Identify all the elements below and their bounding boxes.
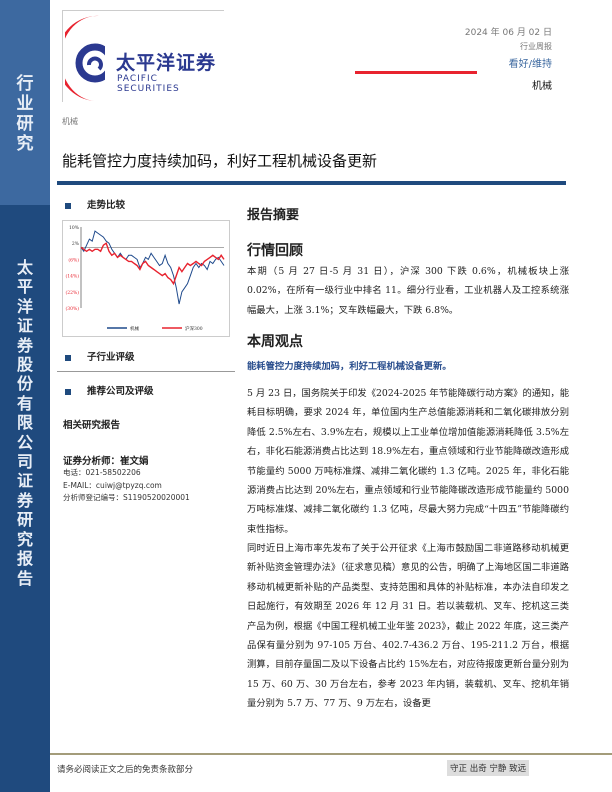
rating-underline <box>355 71 477 74</box>
sub-rating-heading: 子行业评级 <box>65 349 135 363</box>
industry: 机械 <box>532 81 552 92</box>
review-heading: 行情回顾 <box>247 243 303 259</box>
series-line-1 <box>80 242 225 286</box>
y-tick-label: (6%) <box>68 256 79 263</box>
series-line-0 <box>80 230 225 305</box>
analyst-name: 证券分析师：崔文娟 <box>63 456 149 467</box>
logo-text-en: PACIFIC SECURITIES <box>117 74 180 94</box>
analyst-license: 分析师登记编号：S1190520020001 <box>63 493 190 502</box>
sidebar-top-label: 行业研究 <box>16 74 34 154</box>
view-subtitle: 能耗管控力度持续加码，利好工程机械设备更新。 <box>247 361 452 372</box>
analyst-phone: 电话：021-58502206 <box>63 468 141 477</box>
report-type: 行业周报 <box>520 42 552 51</box>
footer-divider <box>50 753 612 755</box>
title-divider <box>57 181 566 185</box>
related-reports-heading[interactable]: 相关研究报告 <box>63 420 121 431</box>
sidebar-bottom <box>0 205 50 792</box>
sidebar-top <box>0 0 50 205</box>
left-divider <box>57 371 235 372</box>
category-label: 机械 <box>62 117 78 126</box>
analyst-email[interactable]: E-MAIL：cuiwj@tpyzq.com <box>63 481 162 490</box>
logo: 太平洋证券 PACIFIC SECURITIES <box>62 10 224 102</box>
footer-slogan: 守正 出奇 宁静 致远 <box>447 760 530 776</box>
logo-text-cn: 太平洋证券 <box>116 52 217 74</box>
view-paragraph-2: 同时近日上海市率先发布了关于公开征求《上海市鼓励国二非道路移动机械更新补贴资金管… <box>247 543 569 710</box>
chart-frame <box>62 220 230 337</box>
legend-label: 机械 <box>130 325 139 332</box>
view-paragraph-1: 5 月 23 日，国务院关于印发《2024-2025 年节能降碳行动方案》的通知… <box>247 388 569 535</box>
trend-heading: 走势比较 <box>65 197 125 211</box>
y-tick-label: (30%) <box>65 305 79 312</box>
sidebar-bottom-label: 太平洋证券股份有限公司证券研究报告 <box>16 258 33 588</box>
y-tick-label: (22%) <box>65 289 79 296</box>
footer-disclaimer: 请务必阅读正文之后的免责条款部分 <box>57 765 194 775</box>
legend-label: 沪深300 <box>185 325 203 332</box>
summary-heading: 报告摘要 <box>247 208 300 223</box>
logo-emblem-icon <box>65 15 105 101</box>
y-tick-label: 2% <box>72 241 80 247</box>
y-tick-label: 10% <box>69 225 80 231</box>
page-title: 能耗管控力度持续加码，利好工程机械设备更新 <box>62 152 378 170</box>
trend-chart: 10% 2% (6%) (14%) (22%) (30%) 机械 沪深300 <box>62 220 230 337</box>
view-heading: 本周观点 <box>247 334 303 350</box>
recommend-heading: 推荐公司及评级 <box>65 383 154 397</box>
y-tick-label: (14%) <box>65 273 79 280</box>
review-text: 本期（5 月 27 日-5 月 31 日），沪深 300 下跌 0.6%，机械板… <box>247 266 569 316</box>
rating: 看好/维持 <box>508 59 552 70</box>
report-date: 2024 年 06 月 02 日 <box>464 28 552 38</box>
